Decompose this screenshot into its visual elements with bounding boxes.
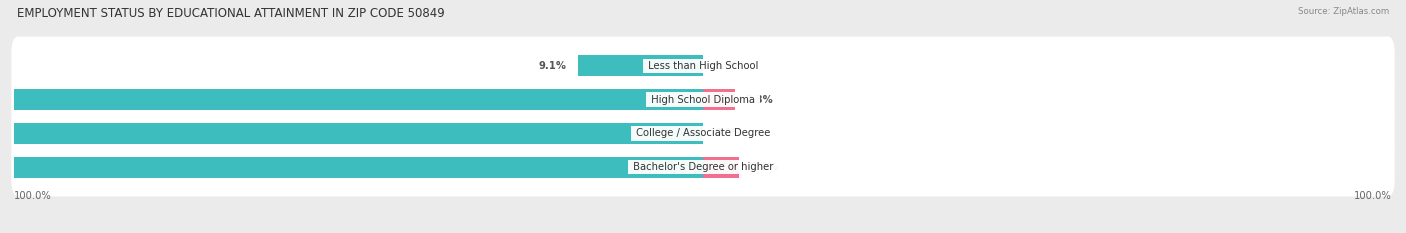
Text: 2.6%: 2.6% bbox=[749, 162, 778, 172]
Bar bbox=[703, 157, 738, 178]
Text: 9.1%: 9.1% bbox=[538, 61, 567, 71]
FancyBboxPatch shape bbox=[11, 37, 1395, 95]
FancyBboxPatch shape bbox=[11, 70, 1395, 129]
Text: Source: ZipAtlas.com: Source: ZipAtlas.com bbox=[1298, 7, 1389, 16]
FancyBboxPatch shape bbox=[11, 138, 1395, 196]
Bar bbox=[703, 89, 735, 110]
Bar bbox=[0, 157, 703, 178]
Bar bbox=[578, 55, 703, 76]
Text: Bachelor's Degree or higher: Bachelor's Degree or higher bbox=[630, 162, 776, 172]
Text: 0.0%: 0.0% bbox=[714, 128, 742, 138]
Text: 0.0%: 0.0% bbox=[714, 61, 742, 71]
Bar bbox=[0, 123, 703, 144]
Text: College / Associate Degree: College / Associate Degree bbox=[633, 128, 773, 138]
Text: EMPLOYMENT STATUS BY EDUCATIONAL ATTAINMENT IN ZIP CODE 50849: EMPLOYMENT STATUS BY EDUCATIONAL ATTAINM… bbox=[17, 7, 444, 20]
Text: Less than High School: Less than High School bbox=[645, 61, 761, 71]
FancyBboxPatch shape bbox=[11, 104, 1395, 163]
Bar bbox=[0, 89, 703, 110]
Text: 100.0%: 100.0% bbox=[14, 191, 52, 201]
Text: 2.3%: 2.3% bbox=[745, 95, 773, 105]
Text: High School Diploma: High School Diploma bbox=[648, 95, 758, 105]
Text: 100.0%: 100.0% bbox=[1354, 191, 1392, 201]
